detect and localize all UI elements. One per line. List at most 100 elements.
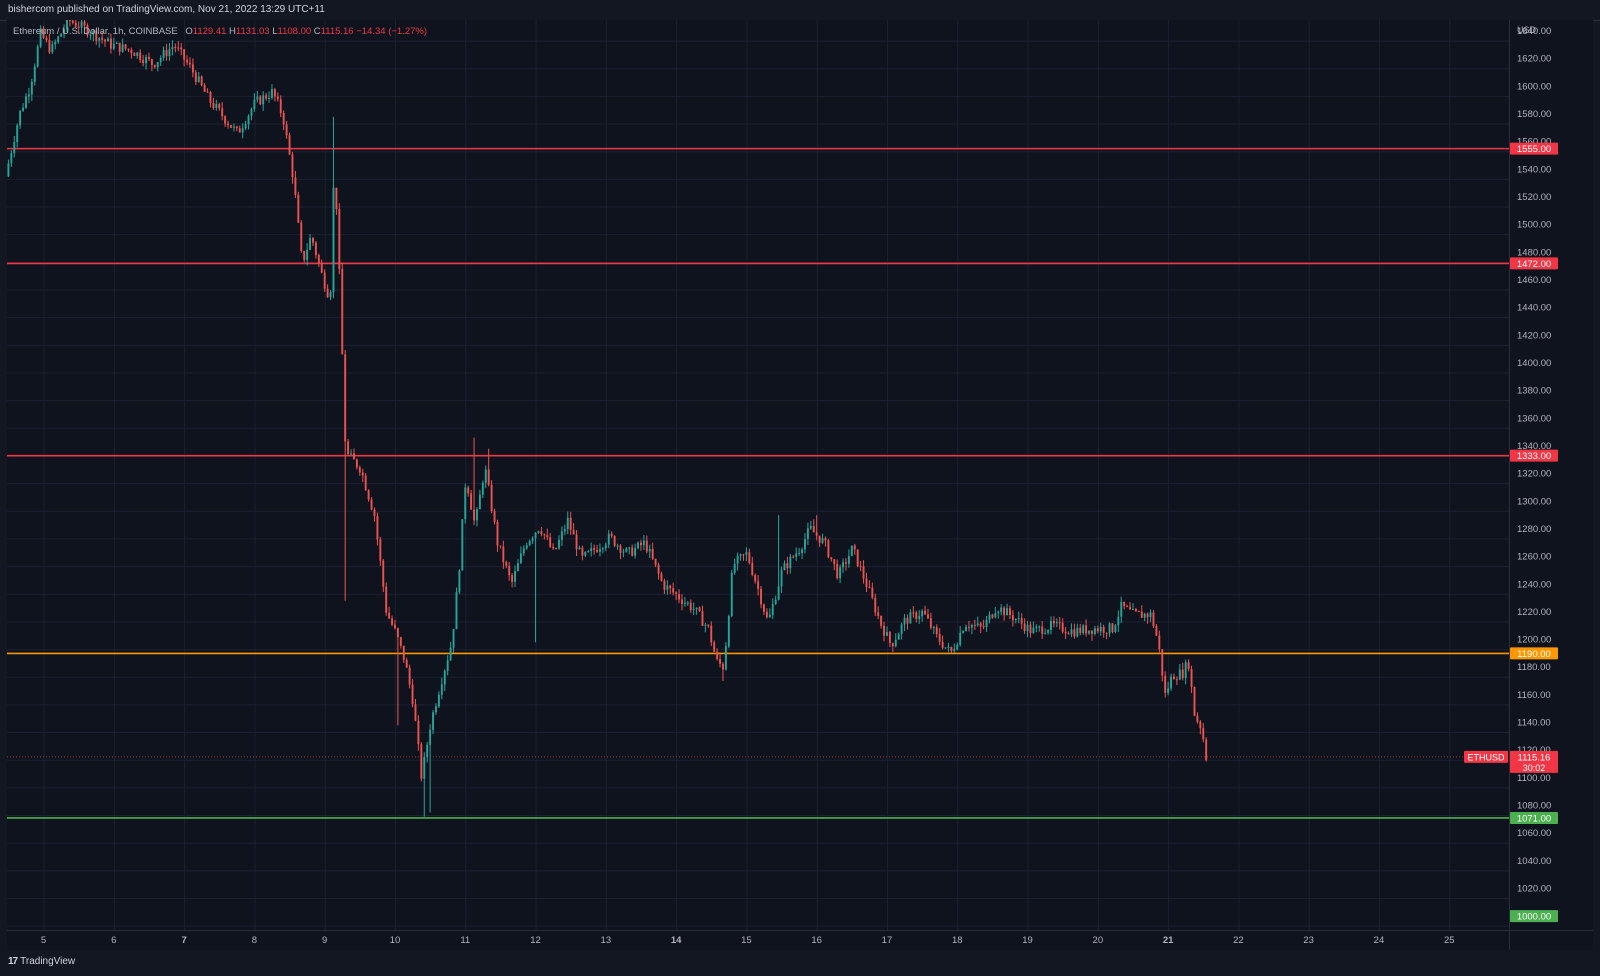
candle-body (408, 667, 411, 685)
candle-body (569, 517, 572, 530)
candle-body (938, 633, 941, 642)
candle-body (1120, 601, 1123, 617)
candle-body (765, 611, 768, 618)
candle-body (1129, 606, 1131, 610)
candle-body (499, 545, 502, 547)
candle-body (86, 25, 89, 36)
candle-body (760, 588, 762, 605)
candle-body (689, 602, 692, 611)
time-tick-label: 23 (1303, 935, 1314, 946)
candle-body (678, 594, 680, 600)
level-price-tag-label: 1190.00 (1517, 649, 1551, 660)
countdown-label: 30:02 (1523, 763, 1546, 773)
candle-body (809, 526, 812, 529)
candle-body (534, 532, 537, 539)
candle-body (522, 548, 525, 554)
ohlc-legend: Ethereum / U.S. Dollar, 1h, COINBASE O11… (13, 26, 427, 37)
price-tick-label: 1020.00 (1517, 884, 1551, 895)
candle-body (874, 597, 877, 613)
level-price-tag-label: 1333.00 (1517, 451, 1551, 462)
candle-body (575, 534, 578, 550)
candle-body (455, 592, 458, 630)
candle-body (350, 453, 352, 455)
candle-body (218, 104, 221, 109)
candle-body (716, 651, 719, 660)
candle-body (355, 459, 358, 468)
candle-body (215, 104, 218, 109)
candle-body (528, 540, 531, 546)
candle-body (827, 540, 830, 558)
candle-body (476, 509, 478, 521)
candle-body (288, 135, 291, 155)
candle-body (833, 559, 836, 565)
candle-body (757, 581, 760, 589)
candle-body (915, 612, 918, 619)
candle-body (358, 467, 361, 473)
candle-body (736, 555, 739, 564)
candle-body (593, 548, 596, 550)
tradingview-logo[interactable]: 17 TradingView (8, 956, 75, 967)
candle-body (1055, 622, 1058, 624)
candle-body (373, 509, 376, 517)
candle-body (326, 288, 329, 298)
candle-body (1175, 679, 1178, 681)
candle-body (209, 92, 212, 103)
candle-body (265, 95, 268, 99)
candle-body (66, 20, 68, 30)
candle-body (262, 95, 265, 105)
candle-body (1038, 626, 1041, 628)
candle-body (850, 545, 853, 557)
level-price-tag-label: 1472.00 (1517, 259, 1551, 270)
candle-body (83, 21, 86, 26)
candle-body (1052, 620, 1055, 624)
candle-body (338, 209, 341, 269)
time-tick-label: 19 (1022, 935, 1033, 946)
candle-body (279, 99, 282, 114)
candle-body (1032, 627, 1035, 634)
candle-body (1137, 610, 1140, 612)
chart-frame[interactable]: USD 1000.00 1020.00 1040.00 1060.00 1080.00 11… (7, 20, 1593, 950)
candle-body (124, 44, 127, 49)
candle-body (634, 548, 637, 556)
candle-body (458, 570, 461, 593)
candle-body (590, 548, 593, 551)
candle-body (1140, 611, 1143, 618)
price-tick-label: 1520.00 (1517, 192, 1551, 203)
candle-body (256, 96, 259, 100)
candle-body (1014, 619, 1017, 621)
candle-body (821, 538, 824, 543)
candle-body (314, 242, 317, 256)
candle-body (306, 249, 309, 260)
candle-body (1205, 739, 1208, 761)
symbol-title[interactable]: Ethereum / U.S. Dollar, 1h, COINBASE (13, 26, 178, 37)
candle-body (1184, 662, 1187, 679)
candle-body (531, 538, 534, 541)
candle-body (865, 578, 868, 587)
candle-body (511, 575, 514, 582)
candle-body (203, 85, 206, 92)
candle-body (224, 116, 227, 124)
candle-body (1099, 626, 1102, 632)
candle-body (191, 64, 194, 73)
candle-body (1126, 606, 1129, 608)
candle-body (745, 552, 748, 555)
time-tick-label: 10 (390, 935, 401, 946)
candle-body (54, 42, 57, 45)
candle-body (924, 610, 926, 615)
candle-body (1067, 633, 1070, 635)
candle-body (918, 616, 921, 619)
candle-body (493, 511, 496, 522)
candle-body (200, 76, 203, 86)
candle-body (906, 617, 909, 624)
candle-body (77, 26, 80, 28)
candle-body (839, 567, 842, 579)
candle-body (227, 123, 229, 126)
candle-body (344, 354, 347, 442)
candle-body (968, 626, 970, 628)
candle-body (473, 509, 475, 521)
candle-body (276, 96, 279, 100)
candle-body (596, 549, 598, 552)
candlestick-chart[interactable]: USD 1000.00 1020.00 1040.00 1060.00 1080.00 11… (7, 20, 1593, 950)
candle-body (970, 625, 973, 628)
candle-body (953, 649, 956, 652)
